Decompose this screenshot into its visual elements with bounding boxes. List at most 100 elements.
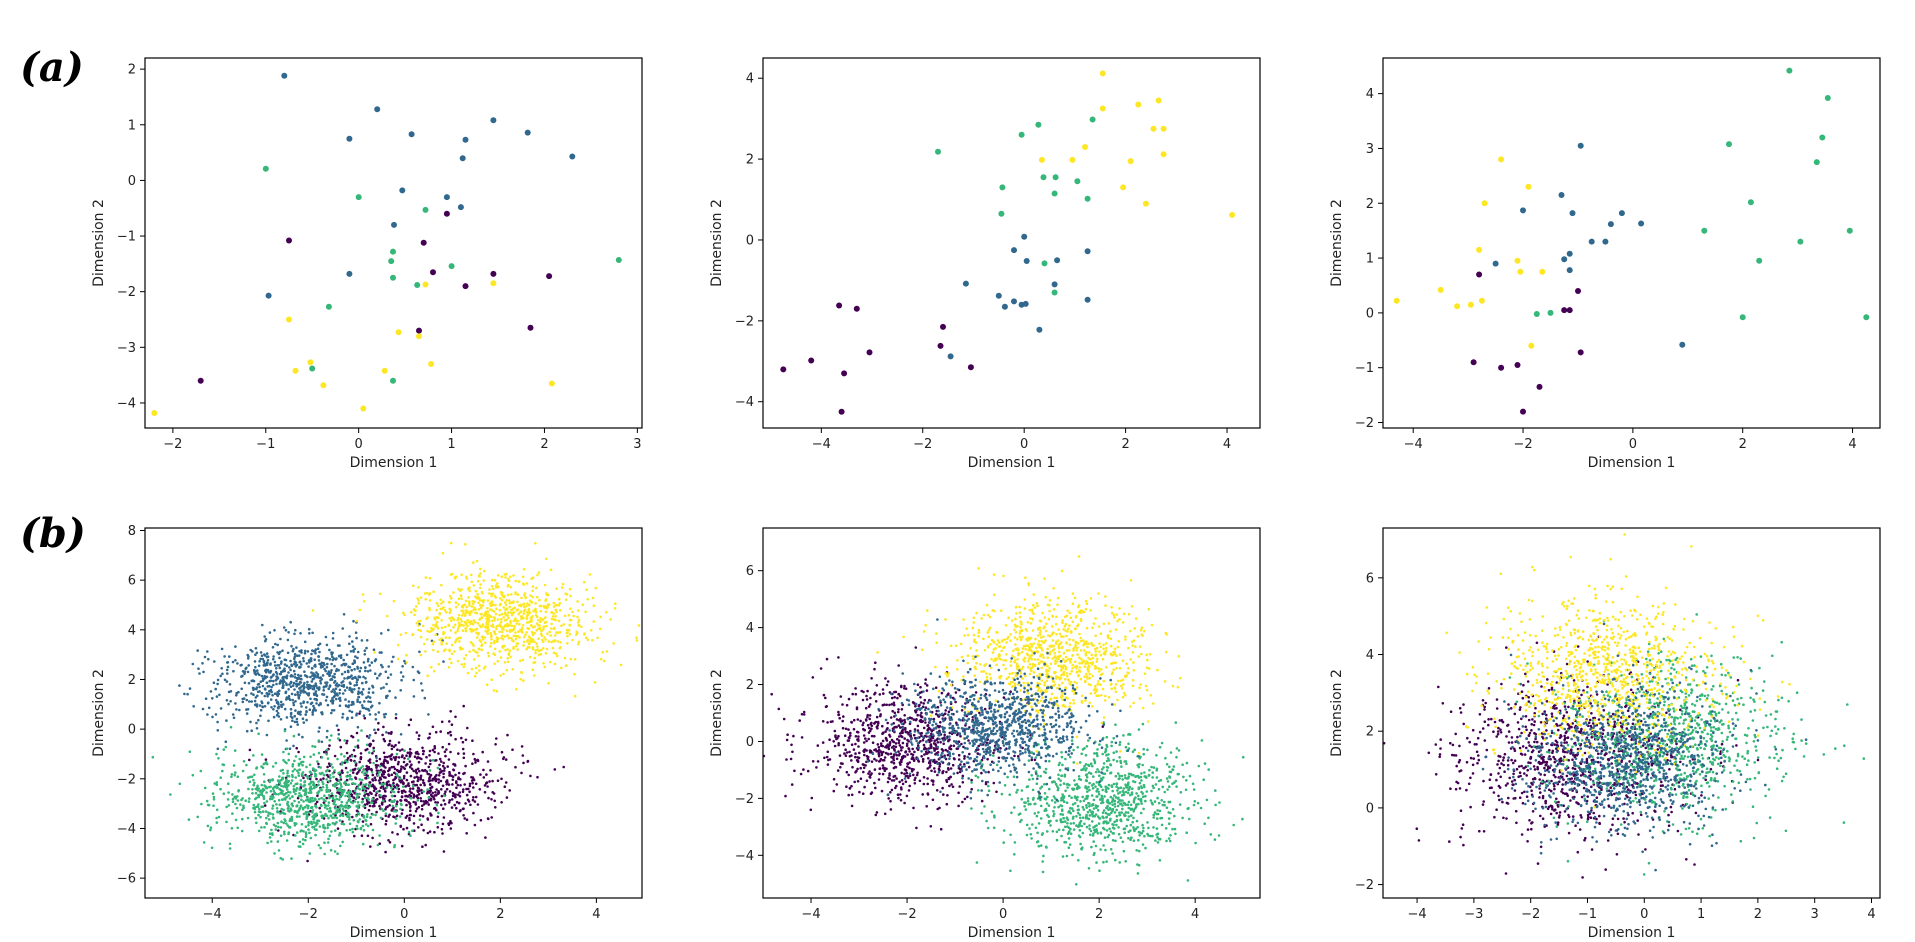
data-point bbox=[362, 820, 365, 823]
data-point bbox=[267, 814, 270, 817]
data-point bbox=[402, 782, 405, 785]
data-point bbox=[484, 784, 487, 787]
data-point bbox=[336, 724, 339, 727]
data-point bbox=[943, 734, 946, 737]
data-point bbox=[967, 739, 970, 742]
data-point bbox=[289, 660, 292, 663]
data-point bbox=[327, 804, 330, 807]
data-point bbox=[865, 719, 868, 722]
data-point bbox=[1756, 258, 1762, 264]
data-point bbox=[981, 800, 984, 803]
data-point bbox=[899, 718, 902, 721]
data-point bbox=[466, 727, 469, 730]
data-point bbox=[919, 686, 922, 689]
data-point bbox=[237, 789, 240, 792]
data-point bbox=[886, 722, 889, 725]
data-point bbox=[1035, 756, 1038, 759]
data-point bbox=[326, 769, 329, 772]
data-point bbox=[364, 792, 367, 795]
data-point bbox=[362, 688, 365, 691]
data-point bbox=[569, 154, 575, 160]
data-point bbox=[208, 707, 211, 710]
data-point bbox=[472, 561, 475, 564]
data-point bbox=[325, 753, 328, 756]
data-point bbox=[416, 772, 419, 775]
data-point bbox=[324, 670, 327, 673]
data-point bbox=[587, 639, 590, 642]
data-point bbox=[346, 654, 349, 657]
data-point bbox=[323, 826, 326, 829]
data-point bbox=[863, 741, 866, 744]
data-point bbox=[338, 733, 341, 736]
data-point bbox=[356, 825, 359, 828]
data-point bbox=[448, 658, 451, 661]
data-point bbox=[434, 618, 437, 621]
data-point bbox=[469, 804, 472, 807]
data-point bbox=[440, 804, 443, 807]
data-point bbox=[305, 835, 308, 838]
data-point bbox=[387, 770, 390, 773]
data-point bbox=[543, 666, 546, 669]
data-point bbox=[210, 690, 213, 693]
data-point bbox=[389, 841, 392, 844]
data-point bbox=[1066, 786, 1069, 789]
data-point bbox=[426, 788, 429, 791]
data-point bbox=[245, 764, 248, 767]
data-point bbox=[859, 720, 862, 723]
data-point bbox=[303, 756, 306, 759]
data-point bbox=[318, 807, 321, 810]
data-point bbox=[399, 815, 402, 818]
data-point bbox=[902, 783, 905, 786]
data-point bbox=[293, 633, 296, 636]
data-point bbox=[930, 825, 933, 828]
data-point bbox=[472, 623, 475, 626]
data-point bbox=[351, 691, 354, 694]
data-point bbox=[497, 618, 500, 621]
data-point bbox=[349, 806, 352, 809]
data-point bbox=[895, 785, 898, 788]
data-point bbox=[244, 682, 247, 685]
data-point bbox=[941, 787, 944, 790]
data-point bbox=[453, 650, 456, 653]
data-point bbox=[893, 696, 896, 699]
data-point bbox=[458, 614, 461, 617]
data-point bbox=[1052, 290, 1058, 296]
data-point bbox=[207, 804, 210, 807]
data-point bbox=[299, 713, 302, 716]
data-point bbox=[228, 655, 231, 658]
data-point bbox=[388, 690, 391, 693]
data-point bbox=[353, 819, 356, 822]
data-point bbox=[404, 799, 407, 802]
data-point bbox=[284, 813, 287, 816]
data-point bbox=[452, 626, 455, 629]
data-point bbox=[424, 697, 427, 700]
data-point bbox=[367, 793, 370, 796]
data-point bbox=[399, 777, 402, 780]
data-point bbox=[314, 805, 317, 808]
data-point bbox=[1011, 298, 1017, 304]
data-point bbox=[305, 766, 308, 769]
data-point bbox=[528, 635, 531, 638]
data-point bbox=[341, 805, 344, 808]
data-point bbox=[412, 780, 415, 783]
data-point bbox=[568, 614, 571, 617]
data-point bbox=[410, 718, 413, 721]
data-point bbox=[857, 738, 860, 741]
data-point bbox=[840, 695, 843, 698]
data-point bbox=[926, 777, 929, 780]
data-point bbox=[231, 827, 234, 830]
data-point bbox=[351, 755, 354, 758]
data-point bbox=[895, 726, 898, 729]
data-point bbox=[924, 682, 927, 685]
data-point bbox=[386, 762, 389, 765]
data-point bbox=[952, 786, 955, 789]
data-point bbox=[344, 671, 347, 674]
data-point bbox=[520, 610, 523, 613]
data-point bbox=[416, 757, 419, 760]
data-point bbox=[856, 768, 859, 771]
data-point bbox=[257, 719, 260, 722]
data-point bbox=[464, 621, 467, 624]
data-point bbox=[314, 828, 317, 831]
data-point bbox=[1578, 143, 1584, 149]
